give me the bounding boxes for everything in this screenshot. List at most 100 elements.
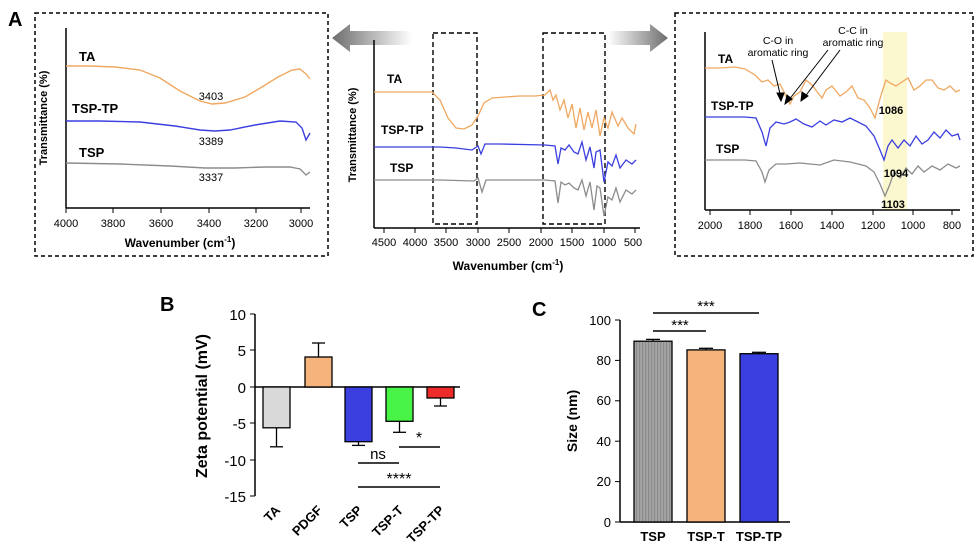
left-xtick-3400: 3400: [197, 218, 221, 230]
zeta-ytick-5: 5: [238, 343, 246, 360]
left-xtick-3600: 3600: [149, 218, 173, 230]
right-annotation-cc-line1: C-C in: [838, 25, 868, 37]
zeta-significance-lines: [358, 446, 440, 488]
ftir-left-chart: 4000 3800 3600 3400 3200 3000 Wavenumber…: [38, 28, 313, 250]
left-peak-label-3403: 3403: [199, 91, 223, 103]
zeta-xtick-ta: TA: [261, 502, 284, 525]
size-sig-tsp-vs-tsp-t: ***: [671, 317, 689, 334]
left-xtick-3200: 3200: [244, 218, 268, 230]
right-xtick-800: 800: [943, 220, 961, 232]
size-ytick-0: 0: [604, 515, 611, 530]
left-peak-label-3389: 3389: [199, 136, 223, 148]
left-pointer-arrow: [332, 24, 412, 52]
center-xtick-500: 500: [624, 237, 642, 249]
center-xtick-1000: 1000: [592, 237, 616, 249]
left-peak-label-3337: 3337: [199, 172, 223, 184]
size-ytick-20: 20: [597, 474, 611, 489]
size-error-bars: [646, 338, 766, 354]
left-y-axis-label: Transmittance (%): [38, 70, 50, 165]
left-xtick-3000: 3000: [289, 218, 313, 230]
ftir-center-chart: 4500 4000 3500 3000 2500 2000 1500 1000 …: [347, 32, 642, 273]
right-highlight-band: [883, 32, 907, 210]
center-y-axis-label: Transmittance (%): [347, 87, 359, 182]
left-xtick-4000: 4000: [54, 218, 78, 230]
size-significance-lines: [653, 312, 759, 332]
size-y-ticks: [615, 319, 620, 523]
center-xtick-4500: 4500: [372, 237, 396, 249]
left-series-tsp-tp-line: [66, 120, 311, 142]
center-x-axis-label: Wavenumber (cm-1): [453, 258, 564, 273]
right-series-label-ta: TA: [718, 52, 733, 66]
zeta-error-bars: [270, 342, 447, 448]
size-bar-tsp: [633, 340, 673, 523]
left-series-tsp-line: [65, 162, 311, 176]
size-sig-tsp-vs-tsp-tp: ***: [697, 298, 715, 315]
center-zoom-box-fingerprint-region: [542, 32, 606, 225]
right-peak-label-1086: 1086: [879, 105, 903, 117]
size-bar-tsp-tp: [739, 353, 779, 523]
center-zoom-box-oh-region: [432, 32, 478, 225]
right-xtick-1600: 1600: [779, 220, 803, 232]
size-ytick-80: 80: [597, 353, 611, 368]
zeta-ytick-10: 10: [229, 307, 246, 324]
right-annotation-co-line2: aromatic ring: [748, 47, 809, 59]
zeta-ytick-0: 0: [238, 380, 246, 397]
right-series-tsp-tp-line: [705, 116, 961, 163]
size-xtick-tsp-t: TSP-T: [687, 529, 725, 544]
right-annotation-arrows: [771, 49, 841, 106]
zeta-xtick-pdgf: PDGF: [289, 502, 325, 538]
center-xtick-2000: 2000: [529, 237, 553, 249]
right-annotation-co-line1: C-O in: [763, 35, 793, 47]
zeta-xtick-tsp: TSP: [337, 502, 366, 531]
right-peak-label-1094: 1094: [884, 168, 909, 180]
center-series-label-tsp: TSP: [390, 161, 413, 175]
center-xtick-3500: 3500: [434, 237, 458, 249]
size-ytick-100: 100: [589, 313, 611, 328]
panel-label-c: C: [532, 299, 546, 321]
center-series-label-ta: TA: [387, 72, 402, 86]
zeta-bar-tsp: [344, 386, 373, 443]
right-series-tsp-line: [705, 159, 961, 198]
zeta-ytick-neg15: -15: [224, 489, 246, 506]
right-series-label-tsp: TSP: [716, 142, 739, 156]
center-series-tsp-line: [374, 176, 637, 217]
center-xtick-1500: 1500: [560, 237, 584, 249]
center-series-label-tsp-tp: TSP-TP: [381, 123, 424, 137]
right-series-label-tsp-tp: TSP-TP: [711, 99, 754, 113]
size-chart: 100 80 60 40 20 0 Size (nm) *** *** TSP …: [564, 298, 790, 544]
zeta-sig-four-stars: ****: [387, 471, 412, 488]
zeta-chart: 10 5 0 -5 -10 -15 Zeta potential (mV) * …: [194, 307, 460, 546]
center-xtick-3000: 3000: [466, 237, 490, 249]
right-xtick-1000: 1000: [901, 220, 925, 232]
zeta-xtick-tsp-tp: TSP-TP: [404, 502, 448, 546]
panel-label-b: B: [160, 294, 174, 316]
center-xtick-2500: 2500: [497, 237, 521, 249]
zeta-bar-tsp-t: [385, 386, 414, 422]
right-xtick-1800: 1800: [738, 220, 762, 232]
size-bar-tsp-t: [686, 349, 726, 523]
center-xtick-4000: 4000: [403, 237, 427, 249]
size-xtick-tsp: TSP: [640, 529, 666, 544]
zeta-ytick-neg5: -5: [233, 416, 246, 433]
right-peak-label-1103: 1103: [881, 199, 905, 211]
zeta-bars: [262, 356, 455, 443]
size-ytick-60: 60: [597, 393, 611, 408]
right-xtick-2000: 2000: [698, 220, 722, 232]
size-ytick-40: 40: [597, 434, 611, 449]
zeta-ytick-neg10: -10: [224, 453, 246, 470]
left-series-label-ta: TA: [79, 49, 96, 64]
zeta-sig-ns: ns: [370, 446, 386, 463]
size-xtick-tsp-tp: TSP-TP: [736, 529, 783, 544]
zeta-bar-ta: [262, 386, 291, 429]
size-bars: [633, 340, 779, 523]
zeta-y-ticks: [250, 313, 255, 497]
size-y-axis-label: Size (nm): [564, 390, 580, 452]
right-annotation-cc-line2: aromatic ring: [823, 37, 884, 49]
left-xtick-3800: 3800: [101, 218, 125, 230]
right-xtick-1400: 1400: [820, 220, 844, 232]
left-x-axis-label: Wavenumber (cm-1): [125, 235, 236, 250]
right-x-ticks: [709, 210, 953, 215]
left-series-ta-line: [66, 65, 311, 105]
zeta-bar-tsp-tp: [426, 386, 455, 399]
